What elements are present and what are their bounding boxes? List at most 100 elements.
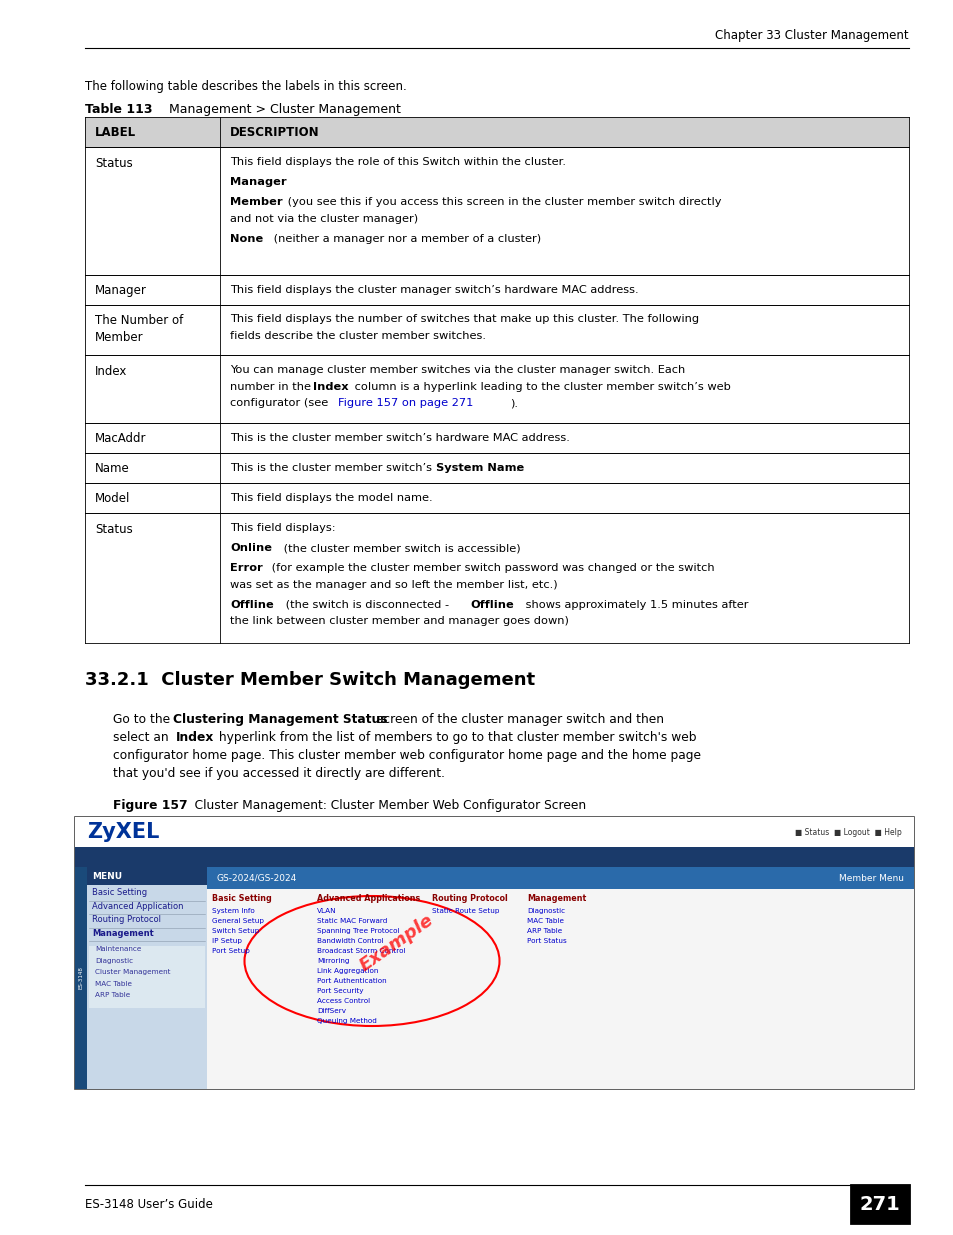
Bar [85,483,908,513]
Text: Clustering Management Status: Clustering Management Status [172,713,387,726]
Text: Online: Online [230,543,272,553]
Text: ARP Table: ARP Table [526,927,561,934]
Text: .: . [516,463,519,473]
Bar [75,818,913,847]
Text: Static Route Setup: Static Route Setup [432,908,499,914]
Text: (for example the cluster member switch password was changed or the switch: (for example the cluster member switch p… [268,563,714,573]
Text: GS-2024/GS-2024: GS-2024/GS-2024 [216,873,297,883]
Text: ■ Status  ■ Logout  ■ Help: ■ Status ■ Logout ■ Help [795,827,901,836]
Text: IP Setup: IP Setup [212,939,242,944]
Bar [85,305,908,354]
Bar [85,354,908,424]
Text: MAC Table: MAC Table [95,981,132,987]
Text: (the cluster member switch is accessible): (the cluster member switch is accessible… [280,543,520,553]
Text: select an: select an [112,731,172,743]
Text: This is the cluster member switch’s hardware MAC address.: This is the cluster member switch’s hard… [230,433,569,443]
Text: screen of the cluster manager switch and then: screen of the cluster manager switch and… [373,713,663,726]
Text: Basic Setting: Basic Setting [91,888,147,897]
Text: Error: Error [230,563,262,573]
Text: Access Control: Access Control [316,998,370,1004]
Text: Offline: Offline [230,599,274,610]
Text: Management > Cluster Management: Management > Cluster Management [157,103,400,116]
Text: Port Security: Port Security [316,988,363,994]
Text: Go to the: Go to the [112,713,173,726]
Text: This field displays:: This field displays: [230,522,335,534]
Text: fields describe the cluster member switches.: fields describe the cluster member switc… [230,331,485,341]
Text: Chapter 33 Cluster Management: Chapter 33 Cluster Management [715,28,908,42]
Text: Index: Index [314,382,349,391]
Text: Routing Protocol: Routing Protocol [432,894,507,903]
Text: ES-3148: ES-3148 [78,967,84,989]
Text: DESCRIPTION: DESCRIPTION [230,126,319,138]
Text: LABEL: LABEL [95,126,136,138]
Bar [89,946,205,1008]
Text: configurator (see: configurator (see [230,398,332,408]
Text: (neither a manager nor a member of a cluster): (neither a manager nor a member of a clu… [270,233,540,243]
Text: Spanning Tree Protocol: Spanning Tree Protocol [316,927,399,934]
Text: Figure 157 on page 271: Figure 157 on page 271 [337,398,473,408]
Text: Bandwidth Control: Bandwidth Control [316,939,383,944]
Text: This field displays the model name.: This field displays the model name. [230,493,432,503]
Text: was set as the manager and so left the member list, etc.): was set as the manager and so left the m… [230,579,558,589]
Text: (you see this if you access this screen in the cluster member switch directly: (you see this if you access this screen … [284,198,720,207]
Text: MacAddr: MacAddr [95,431,147,445]
Text: Mirroring: Mirroring [316,958,349,965]
Text: Advanced Applications: Advanced Applications [316,894,420,903]
Text: Cluster Management: Cluster Management [95,969,171,974]
Text: You can manage cluster member switches via the cluster manager switch. Each: You can manage cluster member switches v… [230,366,684,375]
Text: Broadcast Storm Control: Broadcast Storm Control [316,948,405,953]
Text: The Number of: The Number of [95,314,183,327]
Bar [207,867,913,889]
Text: Model: Model [95,492,131,505]
Bar [85,424,908,453]
Text: and not via the cluster manager): and not via the cluster manager) [230,214,417,224]
Text: that you'd see if you accessed it directly are different.: that you'd see if you accessed it direct… [112,767,444,781]
Text: MENU: MENU [91,872,122,881]
Text: configurator home page. This cluster member web configurator home page and the h: configurator home page. This cluster mem… [112,748,700,762]
Text: the link between cluster member and manager goes down): the link between cluster member and mana… [230,616,568,626]
Text: Offline: Offline [470,599,514,610]
Bar [85,147,908,275]
Text: VLAN: VLAN [316,908,336,914]
Text: General Setup: General Setup [212,918,264,924]
Bar [85,117,908,147]
Bar [85,453,908,483]
Text: ARP Table: ARP Table [95,992,131,998]
Text: Table 113: Table 113 [85,103,152,116]
Text: Routing Protocol: Routing Protocol [91,915,161,924]
Text: Name: Name [95,462,130,474]
Text: shows approximately 1.5 minutes after: shows approximately 1.5 minutes after [521,599,748,610]
Text: ES-3148 User’s Guide: ES-3148 User’s Guide [85,1198,213,1212]
Text: System Name: System Name [436,463,524,473]
Text: number in the: number in the [230,382,314,391]
Bar [850,1186,908,1223]
Text: Diagnostic: Diagnostic [526,908,564,914]
Text: column is a hyperlink leading to the cluster member switch’s web: column is a hyperlink leading to the clu… [350,382,730,391]
Text: Management: Management [526,894,586,903]
Text: Cluster Management: Cluster Member Web Configurator Screen: Cluster Management: Cluster Member Web C… [183,799,585,811]
Text: Status: Status [95,157,132,170]
Bar [85,513,908,643]
Text: Port Authentication: Port Authentication [316,978,386,984]
Text: None: None [230,233,263,243]
Text: MAC Table: MAC Table [526,918,563,924]
Text: Advanced Application: Advanced Application [91,902,183,910]
Text: Figure 157: Figure 157 [112,799,188,811]
Text: Port Status: Port Status [526,939,566,944]
Bar [75,867,87,1089]
Bar [207,889,913,1089]
Text: System Info: System Info [212,908,254,914]
Text: Member: Member [95,331,144,345]
Text: 33.2.1  Cluster Member Switch Management: 33.2.1 Cluster Member Switch Management [85,671,535,689]
Text: Example: Example [356,911,436,976]
Text: ).: ). [510,398,517,408]
Bar [75,847,913,867]
Text: Port Setup: Port Setup [212,948,250,953]
Text: 271: 271 [859,1194,900,1214]
Text: This is the cluster member switch’s: This is the cluster member switch’s [230,463,436,473]
Bar [87,867,207,885]
Text: Link Aggregation: Link Aggregation [316,968,378,974]
Bar [75,818,913,1089]
Text: Index: Index [95,366,128,378]
Text: This field displays the number of switches that make up this cluster. The follow: This field displays the number of switch… [230,314,699,324]
